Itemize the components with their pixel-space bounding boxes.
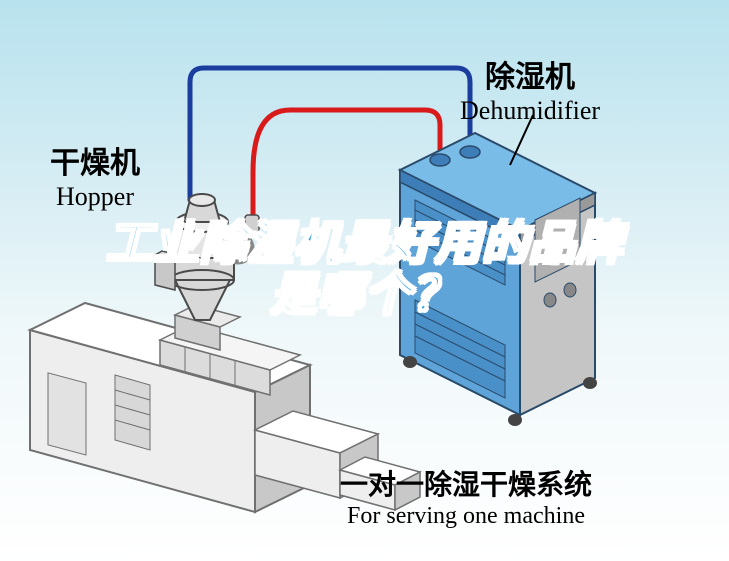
hopper-label-en: Hopper xyxy=(50,182,140,212)
dehumidifier-label-en: Dehumidifier xyxy=(460,96,600,126)
system-label-en: For serving one machine xyxy=(340,503,592,530)
overlay-title: 工业除湿机最好用的品牌 是哪个？ xyxy=(36,218,692,319)
system-label: 一对一除湿干燥系统 For serving one machine xyxy=(340,463,592,530)
hopper-label-cn: 干燥机 xyxy=(50,138,140,182)
system-label-cn: 一对一除湿干燥系统 xyxy=(340,463,592,503)
dehumidifier-label-cn: 除湿机 xyxy=(460,52,600,96)
overlay-title-line1: 工业除湿机最好用的品牌 xyxy=(106,217,623,269)
overlay-title-line2: 是哪个？ xyxy=(271,268,459,320)
hopper-label: 干燥机 Hopper xyxy=(50,138,140,212)
dehumidifier-label: 除湿机 Dehumidifier xyxy=(460,52,600,126)
